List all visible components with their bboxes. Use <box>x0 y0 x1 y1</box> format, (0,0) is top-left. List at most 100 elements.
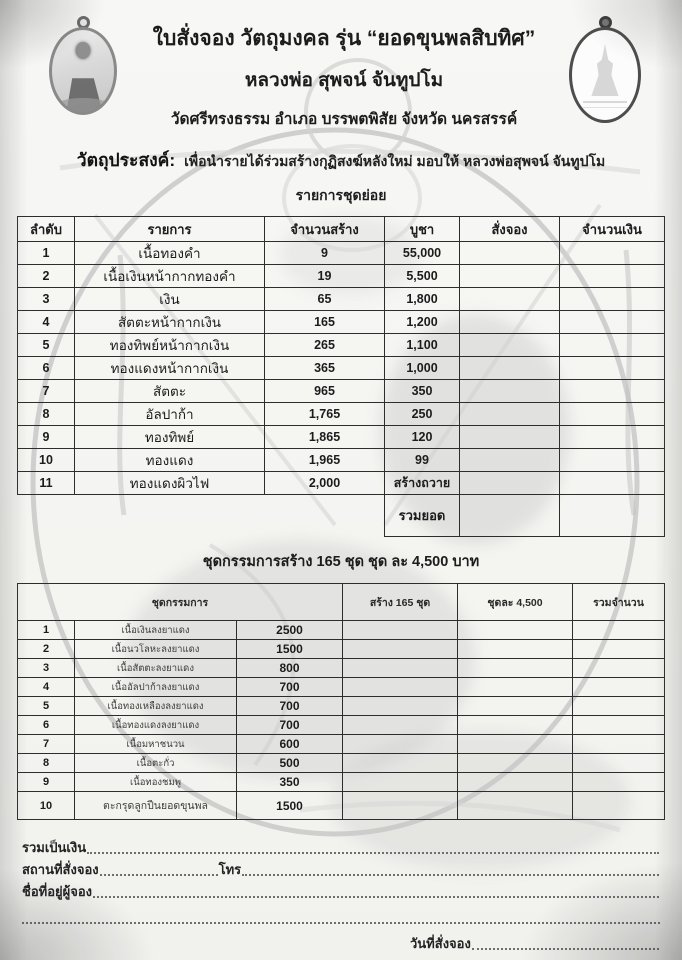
row-index-cell: 1 <box>17 241 75 265</box>
order-blank-cell <box>459 241 560 265</box>
committee-header-left: ชุดกรรมการ <box>17 583 343 621</box>
value-cell: 1500 <box>236 791 343 820</box>
amulet-medallion-image <box>566 16 644 123</box>
committee-table-row: 5 เนื้อทองเหลืองลงยาแดง 700 <box>17 696 665 716</box>
order-blank-cell <box>459 448 560 472</box>
price-cell: 350 <box>384 379 460 403</box>
price-cell: 5,500 <box>384 264 460 288</box>
extra-address-line <box>22 912 660 924</box>
row-index-cell: 10 <box>17 791 75 820</box>
item-name-cell: เนื้อทองเหลืองลงยาแดง <box>74 696 237 716</box>
item-name-cell: สัตตะหน้ากากเงิน <box>74 310 265 334</box>
quantity-cell: 2,000 <box>264 471 385 495</box>
committee-table-row: 6 เนื้อทองแดงลงยาแดง 700 <box>17 715 665 735</box>
item-name-cell: เนื้อทองชมพู <box>74 772 237 792</box>
row-index-cell: 3 <box>17 287 75 311</box>
fill-in-line <box>242 864 659 876</box>
empty-cell <box>18 495 75 537</box>
committee-header-total: รวมจำนวน <box>572 583 665 621</box>
item-name-cell: เนื้อมหาชนวน <box>74 734 237 754</box>
row-index-cell: 1 <box>17 620 75 640</box>
total-blank-cell <box>572 772 665 792</box>
amount-blank-cell <box>559 310 665 334</box>
row-index-cell: 10 <box>17 448 75 472</box>
amulet-inscription-shape <box>583 101 627 108</box>
price-blank-cell <box>457 791 573 820</box>
order-blank-cell <box>459 310 560 334</box>
order-blank-cell <box>459 379 560 403</box>
price-cell: 250 <box>384 402 460 426</box>
quantity-cell: 9 <box>264 241 385 265</box>
amount-blank-cell <box>559 333 665 357</box>
column-header-qty: จำนวนสร้าง <box>264 216 385 242</box>
price-cell: สร้างถวาย <box>384 471 460 495</box>
phone-label: โทร <box>218 862 242 877</box>
column-header-price: บูชา <box>384 216 460 242</box>
row-index-cell: 5 <box>17 696 75 716</box>
item-name-cell: เนื้อตะกั่ว <box>74 753 237 773</box>
item-name-cell: อัลปาก้า <box>74 402 265 426</box>
total-blank-cell <box>572 696 665 716</box>
row-index-cell: 4 <box>17 310 75 334</box>
fill-in-line <box>87 842 659 854</box>
value-cell: 2500 <box>236 620 343 640</box>
price-blank-cell <box>457 753 573 773</box>
item-name-cell: เนื้อเงินหน้ากากทองคำ <box>74 264 265 288</box>
committee-table-row: 2 เนื้อนวโลหะลงยาแดง 1500 <box>17 639 665 659</box>
column-header-item: รายการ <box>74 216 265 242</box>
column-header-no: ลำดับ <box>17 216 75 242</box>
price-blank-cell <box>457 696 573 716</box>
item-name-cell: สัตตะ <box>74 379 265 403</box>
item-name-cell: ทองแดงหน้ากากเงิน <box>74 356 265 380</box>
price-blank-cell <box>457 715 573 735</box>
row-index-cell: 4 <box>17 677 75 697</box>
orderer-name-label: ชื่อที่อยู่ผู้จอง <box>22 884 93 899</box>
price-cell: 1,800 <box>384 287 460 311</box>
row-index-cell: 3 <box>17 658 75 678</box>
committee-table-row: 10 ตะกรุดลูกปืนยอดขุนพล 1500 <box>17 791 665 820</box>
row-index-cell: 6 <box>17 356 75 380</box>
price-blank-cell <box>457 734 573 754</box>
item-name-cell: เนื้อทองแดงลงยาแดง <box>74 715 237 735</box>
quantity-cell: 19 <box>264 264 385 288</box>
item-name-cell: ทองทิพย์หน้ากากเงิน <box>74 333 265 357</box>
order-blank-cell <box>459 287 560 311</box>
fill-in-line <box>22 912 660 924</box>
monk-photo <box>49 27 117 115</box>
item-name-cell: เนื้อสัตตะลงยาแดง <box>74 658 237 678</box>
amount-blank-cell <box>559 471 665 495</box>
item-name-cell: ตะกรุดลูกปืนยอดขุนพล <box>74 791 237 820</box>
item-name-cell: ทองแดง <box>74 448 265 472</box>
total-blank-cell <box>572 620 665 640</box>
price-blank-cell <box>457 620 573 640</box>
committee-table-row: 7 เนื้อมหาชนวน 600 <box>17 734 665 754</box>
order-date-line: วันที่สั่งจอง <box>22 936 660 951</box>
grand-total-row: รวมยอด <box>18 494 665 537</box>
value-cell: 700 <box>236 677 343 697</box>
item-name-cell: เนื้ออัลปาก้าลงยาแดง <box>74 677 237 697</box>
amount-blank-cell <box>559 448 665 472</box>
order-blank-cell <box>459 356 560 380</box>
amount-blank-cell <box>559 287 665 311</box>
make-blank-cell <box>342 620 458 640</box>
item-name-cell: ทองทิพย์ <box>74 425 265 449</box>
committee-table-row: 3 เนื้อสัตตะลงยาแดง 800 <box>17 658 665 678</box>
quantity-cell: 265 <box>264 333 385 357</box>
order-date-label: วันที่สั่งจอง <box>410 936 471 951</box>
form-footer: รวมเป็นเงิน สถานที่สั่งจอง โทร ชื่อที่อย… <box>22 840 660 960</box>
item-name-cell: เงิน <box>74 287 265 311</box>
total-blank-cell <box>572 677 665 697</box>
form-header: ใบสั่งจอง วัตถุมงคล รุ่น “ยอดขุนพลสิบทิศ… <box>0 0 682 131</box>
order-place-label: สถานที่สั่งจอง <box>22 862 99 877</box>
orderer-name-line: ชื่อที่อยู่ผู้จอง <box>22 884 660 899</box>
make-blank-cell <box>342 639 458 659</box>
purpose-text: เพื่อนำรายได้ร่วมสร้างกุฏิสงฆ์หลังใหม่ ม… <box>184 153 606 169</box>
committee-table-row: 9 เนื้อทองชมพู 350 <box>17 772 665 792</box>
value-cell: 350 <box>236 772 343 792</box>
order-blank-cell <box>459 402 560 426</box>
column-header-amount: จำนวนเงิน <box>559 216 665 242</box>
quantity-cell: 965 <box>264 379 385 403</box>
total-money-line: รวมเป็นเงิน <box>22 840 660 855</box>
committee-table-row: 8 เนื้อตะกั่ว 500 <box>17 753 665 773</box>
total-blank-cell <box>572 715 665 735</box>
